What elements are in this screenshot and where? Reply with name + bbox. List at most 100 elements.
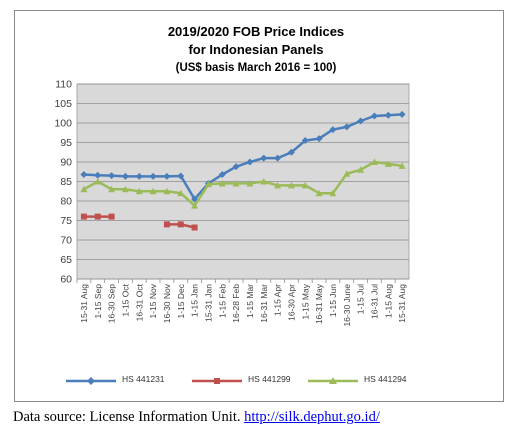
x-tick-label: 15-31 Aug — [79, 284, 89, 323]
data-point — [287, 181, 295, 189]
data-point — [177, 172, 185, 180]
data-point — [177, 221, 184, 228]
data-point — [121, 172, 129, 180]
x-tick-label: 16-30 Apr — [286, 284, 296, 321]
data-point — [384, 160, 392, 167]
data-point — [163, 187, 171, 195]
x-tick-label: 1-15 Jan — [190, 284, 200, 317]
data-point — [384, 111, 392, 119]
x-tick-label: 1-15 May — [300, 283, 310, 319]
data-point — [163, 172, 171, 180]
data-point — [315, 189, 323, 197]
data-point — [246, 179, 254, 187]
y-tick-label: 80 — [60, 196, 72, 208]
data-point — [121, 185, 129, 193]
data-point — [108, 213, 115, 220]
legend-marker-square-icon — [192, 378, 242, 384]
data-point — [301, 137, 309, 145]
data-point — [149, 172, 157, 180]
data-point — [301, 181, 309, 189]
data-point — [94, 213, 101, 220]
data-point — [398, 110, 406, 118]
x-tick-label: 1-15 Dec — [176, 283, 186, 318]
x-tick-label: 15-31 Aug — [397, 284, 407, 323]
data-point — [329, 126, 337, 134]
data-point — [232, 163, 240, 171]
data-point — [343, 123, 351, 131]
data-point — [94, 171, 102, 179]
x-tick-label: 1-15 Aug — [383, 284, 393, 318]
data-point — [204, 180, 212, 188]
data-point — [191, 224, 198, 231]
x-tick-label: 16-31 May — [314, 283, 324, 324]
legend-label: HS 441231 — [122, 374, 165, 384]
data-point — [398, 162, 406, 169]
y-tick-label: 75 — [60, 215, 72, 227]
x-tick-label: 16-31 Mar — [259, 284, 269, 323]
chart-title: 2019/2020 FOB Price Indices — [167, 24, 345, 39]
chart-note: (US$ basis March 2016 = 100) — [175, 62, 337, 74]
y-tick-label: 100 — [54, 118, 72, 130]
data-point — [357, 117, 365, 125]
x-tick-label: 1-15 Oct — [120, 283, 130, 316]
data-point — [357, 166, 365, 173]
y-tick-label: 70 — [60, 235, 72, 247]
x-tick-label: 1-15 Sep — [93, 284, 103, 319]
data-point — [108, 172, 116, 180]
x-tick-label: 1-15 Jul — [356, 284, 366, 314]
data-point — [149, 187, 157, 195]
data-point — [274, 181, 282, 189]
data-point — [287, 148, 295, 156]
data-point — [232, 179, 240, 187]
data-point — [218, 170, 226, 178]
data-point — [108, 185, 116, 193]
y-tick-label: 65 — [60, 254, 72, 266]
data-point — [80, 213, 87, 220]
y-tick-label: 110 — [55, 79, 72, 91]
x-tick-label: 15-31 Jan — [203, 284, 213, 322]
data-point — [343, 170, 351, 177]
data-point — [135, 172, 143, 180]
x-tick-label: 16-30 June — [342, 284, 352, 327]
y-tick-label: 90 — [60, 157, 72, 169]
data-point — [274, 154, 282, 162]
x-tick-label: 16-30 Nov — [162, 283, 172, 323]
legend-label: HS 441294 — [364, 374, 407, 384]
data-point — [329, 189, 337, 197]
legend-marker-diamond-icon — [66, 377, 116, 385]
x-tick-label: 1-15 Mar — [245, 284, 255, 318]
data-point — [80, 185, 88, 193]
data-point — [80, 170, 88, 178]
data-point — [177, 189, 185, 197]
legend-label: HS 441299 — [248, 374, 291, 384]
x-tick-label: 16-31 Jul — [369, 284, 379, 319]
y-tick-label: 85 — [60, 176, 72, 188]
x-tick-label: 1-15 Feb — [217, 284, 227, 318]
y-tick-label: 60 — [60, 274, 72, 286]
series-line-2 — [83, 160, 403, 207]
data-point — [94, 178, 102, 185]
x-tick-label: 16-30 Sep — [107, 284, 117, 323]
data-point — [370, 112, 378, 120]
data-point — [135, 187, 143, 195]
data-source-footer: Data source: License Information Unit. h… — [13, 409, 380, 426]
x-tick-label: 1-15 Apr — [273, 284, 283, 316]
x-tick-label: 1-15 Nov — [148, 283, 158, 318]
x-tick-label: 16-28 Feb — [231, 284, 241, 323]
x-tick-label: 1-15 Jun — [328, 284, 338, 317]
data-point — [315, 135, 323, 143]
y-tick-label: 105 — [54, 98, 72, 110]
footer-text: Data source: License Information Unit. — [13, 409, 241, 425]
chart-subtitle: for Indonesian Panels — [188, 42, 324, 57]
legend-marker-triangle-icon — [308, 377, 358, 384]
data-point — [370, 158, 378, 165]
data-source-link[interactable]: http://silk.dephut.go.id/ — [244, 409, 380, 425]
data-point — [246, 158, 254, 166]
y-tick-label: 95 — [60, 137, 72, 149]
x-tick-label: 16-31 Oct — [134, 283, 144, 321]
data-point — [260, 154, 268, 162]
data-point — [191, 202, 199, 209]
data-point — [163, 221, 170, 228]
data-point — [260, 178, 268, 185]
